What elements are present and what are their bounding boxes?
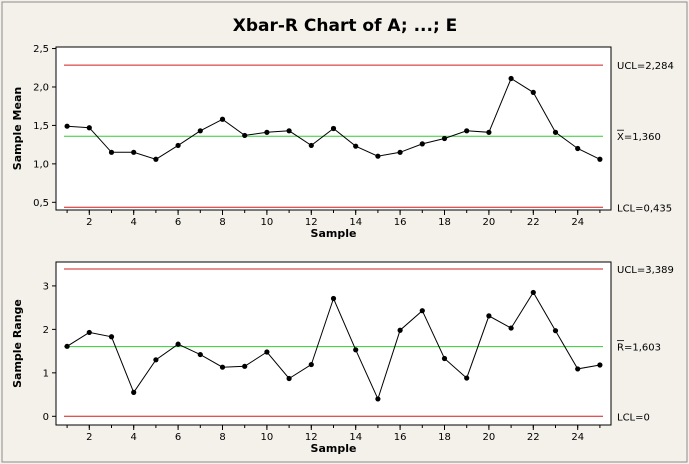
range-data-point (286, 375, 292, 382)
xbar-data-point (464, 128, 470, 134)
range-data-point (131, 389, 137, 395)
xbar-data-point (353, 143, 359, 149)
xbar-xtick-label: 8 (219, 217, 225, 228)
xbar-data-point (175, 142, 181, 149)
range-data-point (597, 362, 603, 368)
range-data-point (219, 364, 226, 370)
range-xtick-label: 14 (349, 432, 362, 443)
xbar-data-point (530, 89, 536, 95)
xbar-ucl-label: UCL=2,284 (617, 61, 674, 72)
range-xtick-label: 6 (175, 432, 181, 443)
xbar-data-point (264, 129, 270, 135)
xbar-data-point (575, 145, 581, 152)
range-data-point (86, 329, 92, 336)
range-data-point (441, 355, 448, 362)
range-data-point (330, 295, 337, 302)
range-xtick-label: 18 (438, 432, 451, 443)
xbar-center-label: X=1,360 (617, 132, 661, 143)
range-data-point (508, 325, 514, 331)
xbar-xtick-label: 20 (483, 217, 496, 228)
xbar-data-point (308, 142, 314, 149)
range-lcl-label: LCL=0 (617, 412, 650, 423)
xbar-data-point (419, 141, 425, 147)
xbar-xtick-label: 10 (261, 217, 274, 228)
range-ytick-label: 3 (43, 281, 49, 292)
xbar-data-point (330, 125, 337, 132)
range-x-axis-title: Sample (311, 442, 357, 455)
range-y-axis-title: Sample Range (11, 299, 24, 388)
range-data-point (308, 361, 314, 368)
xbar-xtick-label: 6 (175, 217, 181, 228)
range-xtick-label: 20 (483, 432, 496, 443)
xbar-xtick-label: 18 (438, 217, 451, 228)
xbar-ytick-label: 1,0 (33, 159, 49, 170)
xbar-data-point (286, 128, 292, 134)
range-data-point (552, 328, 559, 334)
range-data-point (353, 347, 359, 353)
xbar-xtick-label: 4 (131, 217, 137, 228)
range-data-point (464, 375, 470, 381)
range-data-point (530, 289, 536, 296)
xbar-xtick-label: 2 (86, 217, 92, 228)
range-data-point (175, 341, 181, 347)
xbar-x-axis-title: Sample (311, 227, 357, 240)
xbar-data-point (508, 75, 514, 82)
range-data-point (397, 327, 403, 333)
xbar-y-axis-title: Sample Mean (11, 87, 24, 170)
xbar-data-point (86, 125, 92, 131)
range-data-point (375, 396, 381, 402)
xbar-ytick-label: 2,5 (33, 44, 49, 55)
range-xtick-label: 16 (394, 432, 407, 443)
chart-title: Xbar-R Chart of A; ...; E (233, 16, 458, 36)
range-ucl-label: UCL=3,389 (617, 265, 674, 276)
xbar-data-point (197, 128, 203, 134)
xbar-data-point (219, 116, 226, 122)
range-plot-area (55, 261, 612, 426)
range-xtick-label: 10 (261, 432, 274, 443)
xbar-data-point (375, 153, 381, 159)
xbar-xtick-label: 22 (527, 217, 540, 228)
xbar-data-point (552, 129, 559, 135)
range-xtick-label: 22 (527, 432, 540, 443)
xbar-data-point (441, 135, 448, 142)
xbar-data-point (108, 149, 115, 155)
xbar-xtick-label: 12 (305, 217, 318, 228)
range-data-point (197, 351, 203, 358)
range-data-point (108, 334, 115, 340)
range-ytick-label: 0 (43, 412, 49, 423)
xbar-data-point (153, 156, 159, 162)
xbar-data-point (242, 132, 248, 139)
xbar-ytick-label: 0,5 (33, 198, 49, 209)
xbar-xtick-label: 24 (571, 217, 584, 228)
xbar-data-point (131, 149, 137, 155)
xbar-ytick-label: 1,5 (33, 121, 49, 132)
range-xtick-label: 4 (131, 432, 137, 443)
range-ytick-label: 1 (43, 368, 49, 379)
range-xtick-label: 24 (571, 432, 584, 443)
xbar-data-point (397, 149, 403, 155)
range-data-point (575, 366, 581, 372)
xbar-data-point (486, 129, 492, 135)
xbar-data-point (64, 123, 70, 129)
range-xtick-label: 8 (219, 432, 225, 443)
range-ytick-label: 2 (43, 325, 49, 336)
range-data-point (486, 313, 492, 319)
xbar-lcl-label: LCL=0,435 (617, 203, 672, 214)
range-data-point (64, 343, 70, 349)
range-xtick-label: 2 (86, 432, 92, 443)
range-xtick-label: 12 (305, 432, 318, 443)
range-data-point (264, 349, 270, 355)
xbar-xtick-label: 14 (349, 217, 362, 228)
xbar-ytick-label: 2,0 (33, 82, 49, 93)
range-data-point (419, 308, 425, 314)
range-center-label: R=1,603 (617, 343, 661, 354)
range-data-point (153, 357, 159, 363)
xbar-xtick-label: 16 (394, 217, 407, 228)
range-data-point (242, 363, 248, 369)
xbar-data-point (597, 156, 603, 162)
xbar-panel: UCL=2,284 LCL=0,435 X=1,360 0,5 1,0 1,5 2,0 2,5… (11, 44, 674, 240)
